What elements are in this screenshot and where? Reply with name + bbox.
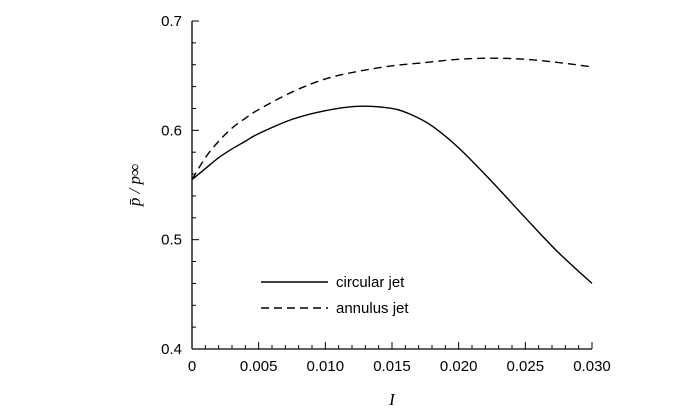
series-line-circular-jet [191, 105, 593, 284]
y-axis-label: p̄ / p∞ [125, 164, 144, 207]
x-tick-label: 0.010 [307, 358, 345, 375]
y-tick-label: 0.5 [161, 232, 182, 249]
series-layer [191, 57, 593, 284]
x-tick-label: 0.025 [507, 358, 545, 375]
x-tick-label: 0.030 [573, 358, 611, 375]
x-axis-label: I [388, 390, 396, 409]
legend-label-annulus-jet: annulus jet [336, 300, 409, 317]
legend-label-circular-jet: circular jet [336, 274, 405, 291]
x-tick-label: 0.020 [440, 358, 478, 375]
legend: circular jet annulus jet [261, 274, 409, 317]
y-axis-ticks: 0.4 0.5 0.6 0.7 [161, 13, 199, 358]
y-tick-label: 0.7 [161, 13, 182, 30]
x-axis-ticks: 0 0.005 0.010 0.015 0.020 0.025 0.030 [188, 342, 611, 375]
series-line-annulus-jet [191, 57, 593, 180]
x-tick-label: 0.005 [240, 358, 278, 375]
y-tick-label: 0.6 [161, 122, 182, 139]
x-tick-label: 0.015 [373, 358, 411, 375]
y-tick-label: 0.4 [161, 341, 182, 358]
x-tick-label: 0 [188, 358, 196, 375]
